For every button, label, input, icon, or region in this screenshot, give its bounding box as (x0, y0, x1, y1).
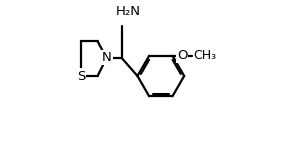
Text: CH₃: CH₃ (193, 49, 217, 62)
Text: H₂N: H₂N (116, 5, 141, 18)
Text: S: S (77, 69, 85, 83)
Text: O: O (177, 49, 187, 62)
Text: N: N (102, 51, 111, 64)
